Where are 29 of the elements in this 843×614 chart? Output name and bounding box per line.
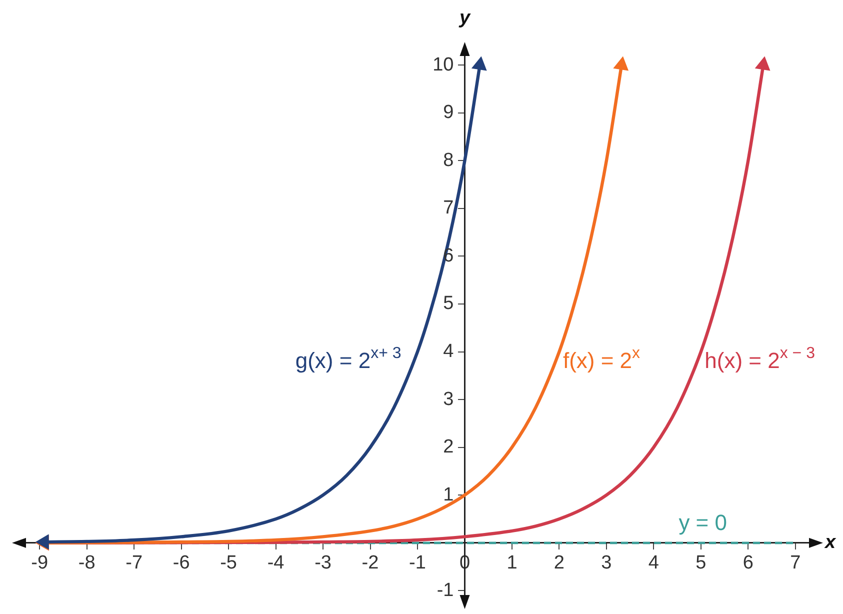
x-tick-label: -4 [267,552,285,574]
x-axis-title: x [824,532,837,554]
y-tick-label: 7 [443,198,454,219]
x-tick-label: 7 [790,552,801,574]
y-tick-label: -1 [436,580,454,601]
x-tick-label: 2 [554,552,564,574]
y-tick-label: 10 [432,54,454,76]
x-tick-label: -5 [220,552,238,574]
y-tick-label: 3 [443,388,454,410]
y-tick-label: 5 [443,293,454,314]
y-tick-label: 2 [443,436,454,458]
x-tick-label: 6 [742,552,754,574]
x-tick-label: -3 [314,552,332,574]
y-tick-label: 1 [443,484,454,506]
y-tick-label: 4 [443,341,454,362]
y-tick-label: 9 [443,102,454,124]
x-tick-label: 4 [648,552,660,574]
y-axis-title: y [458,8,472,29]
ref-line-label: y = 0 [678,510,728,535]
x-tick-label: -7 [126,552,143,574]
x-tick-label: -1 [409,552,426,574]
x-tick-label: 1 [506,552,518,574]
x-tick-label: -9 [31,552,48,574]
x-tick-label: 5 [696,552,706,574]
x-tick-label: -2 [362,552,379,574]
x-tick-label: 3 [601,552,612,574]
x-tick-label: -6 [172,552,190,574]
y-tick-label: 8 [443,150,454,171]
x-tick-label: -8 [78,552,96,574]
